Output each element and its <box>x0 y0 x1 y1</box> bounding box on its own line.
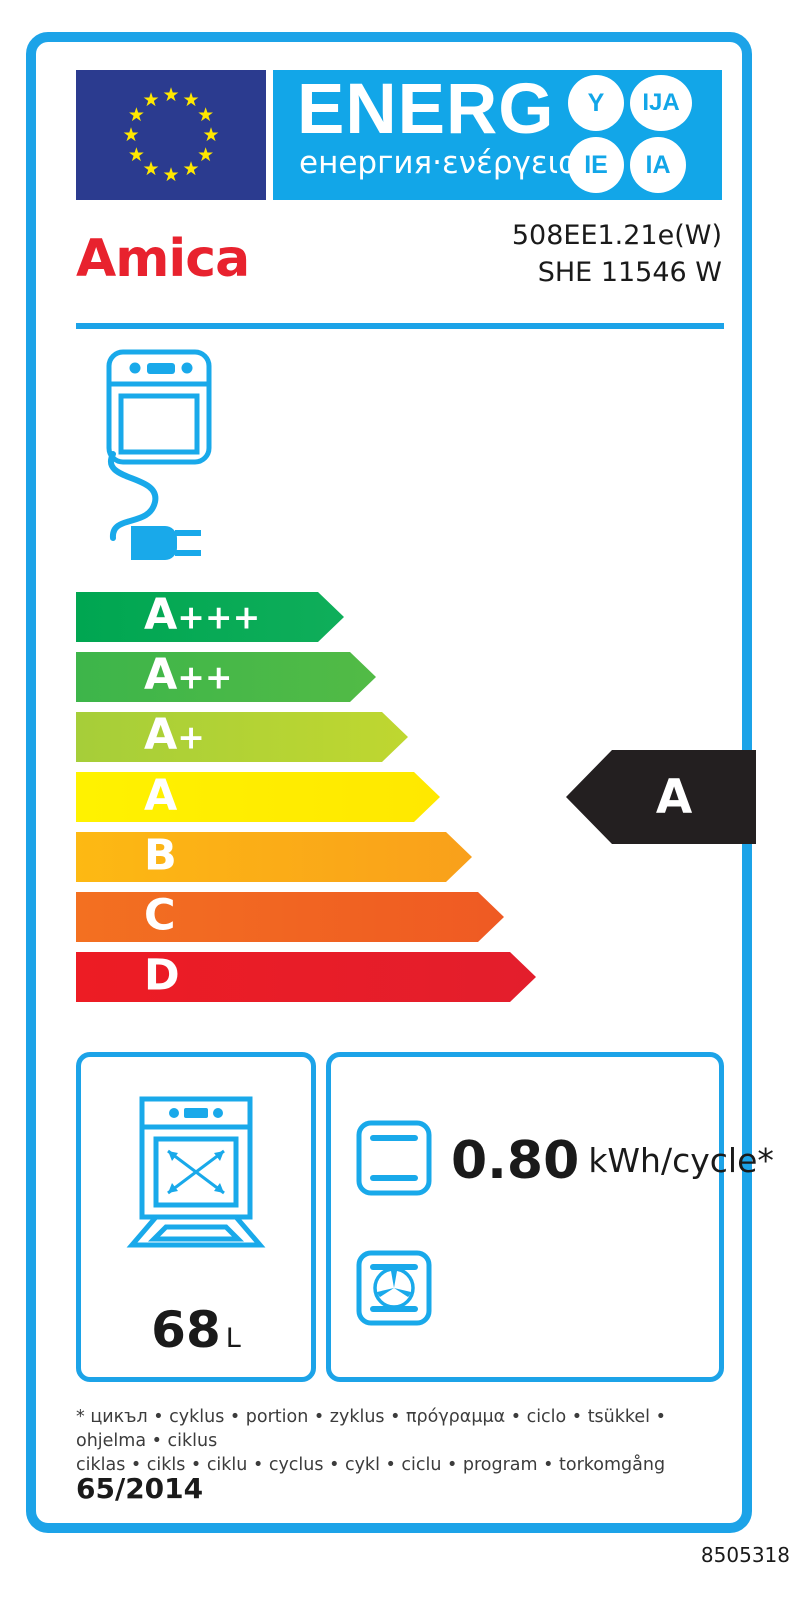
footnote-line-1: * цикъл • cyklus • portion • zyklus • πρ… <box>76 1407 666 1451</box>
conventional-consumption-row: 0.80 kWh/cycle* <box>353 1117 774 1204</box>
eu-star-icon: ★ <box>197 104 215 126</box>
eu-star-icon: ★ <box>122 124 140 146</box>
regulation-number: 65/2014 <box>76 1472 204 1505</box>
header-divider <box>76 323 724 329</box>
eu-star-icon: ★ <box>182 159 200 181</box>
energy-class-bar-b: B <box>76 832 472 882</box>
rating-arrow: A <box>566 750 756 844</box>
energy-class-bar-c: C <box>76 892 504 942</box>
eu-star-icon: ★ <box>202 124 220 146</box>
energy-class-bar-aplusplusplus: A+++ <box>76 592 344 642</box>
eu-flag-icon: ★ ★ ★ ★ ★ ★ ★ ★ ★ ★ ★ ★ <box>76 70 266 200</box>
energy-class-label: A++ <box>144 649 233 700</box>
energy-class-label: A+ <box>144 709 205 760</box>
energy-class-label: A+++ <box>144 589 261 640</box>
energy-class-bar-aplus: A+ <box>76 712 408 762</box>
cycle-translations-footnote: * цикъл • cyklus • portion • zyklus • πρ… <box>76 1405 726 1477</box>
language-badges: Y IJA IE IA <box>566 75 716 195</box>
badge-ia: IA <box>630 137 686 193</box>
energ-banner: ENERG енергия·ενέργεια Y IJA IE IA <box>273 70 722 200</box>
energy-class-label: A <box>144 770 178 821</box>
energy-consumption-box: 0.80 kWh/cycle* <box>326 1052 774 1382</box>
energy-class-bar-d: D <box>76 952 536 1002</box>
model-line-1: 508EE1.21e(W) <box>511 220 722 251</box>
oven-volume-text: 68 L <box>81 1305 311 1355</box>
eu-star-icon: ★ <box>197 144 215 166</box>
fan-forced-heating-icon <box>353 1247 435 1334</box>
energy-class-scale: A+++ A++ A+ A B C D A <box>76 592 756 1032</box>
model-line-2: SHE 11546 W <box>537 257 722 288</box>
rating-value: A <box>655 769 693 825</box>
energy-class-bar-a: A <box>76 772 440 822</box>
label-header: ★ ★ ★ ★ ★ ★ ★ ★ ★ ★ ★ ★ ENERG енергия·ενέργεια Y IJ… <box>76 70 722 200</box>
eu-star-icon: ★ <box>142 89 160 111</box>
badge-ie: IE <box>568 137 624 193</box>
conventional-heating-icon <box>353 1117 435 1204</box>
energy-value: 0.80 <box>451 1130 580 1191</box>
eu-star-icon: ★ <box>162 84 180 106</box>
energy-class-label: D <box>144 950 180 1001</box>
fan-forced-consumption-row <box>353 1247 435 1334</box>
serial-number: 8505318 <box>700 1543 790 1567</box>
energ-wordmark: ENERG <box>297 70 555 149</box>
energy-label-card: ★ ★ ★ ★ ★ ★ ★ ★ ★ ★ ★ ★ ENERG енергия·ενέργεια Y IJ… <box>26 32 774 1533</box>
energy-class-bar-aplusplus: A++ <box>76 652 376 702</box>
brand-logo: Amica <box>76 229 250 289</box>
badge-y: Y <box>568 75 624 131</box>
eu-star-icon: ★ <box>162 164 180 186</box>
model-identifiers: 508EE1.21e(W) SHE 11546 W <box>512 217 722 291</box>
eu-star-icon: ★ <box>142 159 160 181</box>
energy-class-label: B <box>144 830 177 881</box>
oven-volume-value: 68 <box>151 1301 221 1359</box>
brand-model-row: Amica 508EE1.21e(W) SHE 11546 W <box>76 217 722 302</box>
oven-volume-unit: L <box>225 1323 241 1354</box>
footnote-line-2: ciklas • cikls • ciklu • cyclus • cykl •… <box>76 1455 666 1475</box>
energy-class-label: C <box>144 890 176 941</box>
energ-subtitle: енергия·ενέργεια <box>299 145 579 181</box>
oven-cavity-volume-icon <box>126 1093 266 1258</box>
energy-unit: kWh/cycle* <box>588 1141 774 1180</box>
eu-star-icon: ★ <box>182 89 200 111</box>
eu-star-icon: ★ <box>127 104 145 126</box>
badge-ija: IJA <box>630 75 692 131</box>
oven-volume-box: 68 L <box>76 1052 316 1382</box>
electric-oven-with-plug-icon <box>91 342 311 572</box>
eu-star-icon: ★ <box>127 144 145 166</box>
